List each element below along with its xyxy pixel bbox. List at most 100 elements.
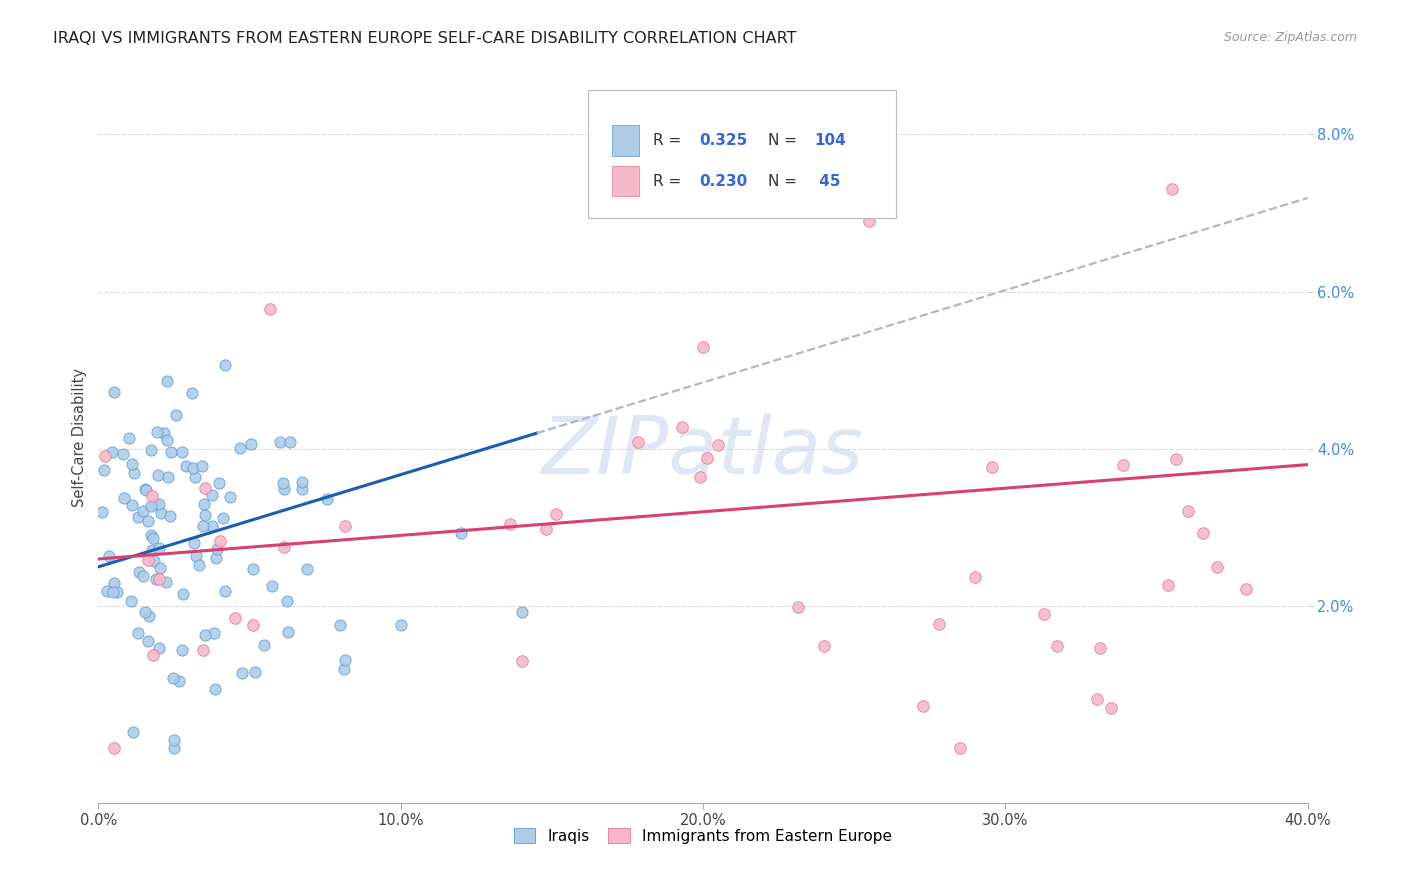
Point — [112, 447, 135, 461]
Point — [159, 508, 181, 523]
Point — [127, 510, 149, 524]
Point — [329, 617, 352, 632]
Point — [188, 558, 211, 573]
Point — [209, 534, 232, 549]
Point — [231, 666, 253, 681]
Point — [627, 435, 650, 450]
Point — [291, 475, 314, 489]
Point — [193, 642, 215, 657]
Point — [153, 425, 176, 440]
Point — [105, 585, 128, 599]
Point — [134, 482, 156, 496]
Point — [148, 497, 170, 511]
Point — [706, 438, 728, 452]
Point — [136, 514, 159, 528]
Text: R =: R = — [654, 174, 686, 188]
Point — [205, 542, 228, 557]
Point — [787, 600, 810, 615]
Point — [201, 518, 224, 533]
Point — [162, 671, 184, 685]
Point — [167, 674, 190, 689]
Point — [291, 483, 314, 497]
Point — [191, 458, 214, 473]
Point — [204, 681, 226, 696]
Point — [333, 653, 356, 667]
Point — [242, 618, 264, 632]
Point — [172, 587, 194, 601]
Point — [148, 641, 170, 656]
Point — [136, 634, 159, 648]
Point — [193, 497, 215, 511]
Point — [138, 608, 160, 623]
Point — [142, 648, 165, 662]
Point — [696, 450, 718, 465]
Point — [949, 740, 972, 755]
Point — [91, 505, 114, 519]
FancyBboxPatch shape — [613, 166, 638, 196]
Point — [181, 460, 204, 475]
Point — [101, 584, 124, 599]
Point — [1234, 582, 1257, 596]
Point — [1191, 526, 1213, 541]
Point — [1032, 607, 1054, 621]
Text: ZIPatlas: ZIPatlas — [541, 413, 865, 491]
Point — [911, 698, 934, 713]
Point — [499, 517, 522, 532]
Point — [224, 610, 246, 624]
Point — [148, 541, 170, 555]
Point — [121, 725, 143, 739]
Point — [253, 638, 276, 652]
Point — [184, 549, 207, 563]
Point — [172, 445, 194, 459]
Point — [333, 662, 356, 676]
Point — [183, 535, 205, 549]
Point — [1085, 692, 1108, 706]
Point — [243, 665, 266, 679]
Point — [181, 385, 204, 400]
Point — [124, 466, 146, 480]
Point — [271, 476, 294, 491]
Point — [1206, 559, 1229, 574]
Point — [813, 639, 835, 653]
Point — [260, 579, 283, 593]
Point — [103, 385, 125, 400]
Point — [297, 562, 319, 576]
Point — [150, 506, 173, 520]
Point — [273, 482, 295, 496]
Point — [278, 435, 301, 450]
Point — [201, 488, 224, 502]
Point — [1177, 504, 1199, 518]
Point — [134, 605, 156, 619]
Point — [963, 570, 986, 584]
Point — [146, 468, 169, 483]
Point — [163, 732, 186, 747]
Point — [194, 508, 217, 523]
Point — [389, 618, 412, 632]
Point — [689, 470, 711, 484]
Point — [212, 511, 235, 525]
Point — [174, 459, 197, 474]
Point — [112, 491, 135, 505]
Text: 0.325: 0.325 — [699, 133, 748, 148]
Point — [1099, 701, 1122, 715]
Text: Source: ZipAtlas.com: Source: ZipAtlas.com — [1223, 31, 1357, 45]
Text: 104: 104 — [814, 133, 846, 148]
Point — [97, 549, 120, 563]
Point — [127, 626, 149, 640]
Point — [141, 489, 163, 503]
Point — [1164, 452, 1187, 467]
Text: IRAQI VS IMMIGRANTS FROM EASTERN EUROPE SELF-CARE DISABILITY CORRELATION CHART: IRAQI VS IMMIGRANTS FROM EASTERN EUROPE … — [53, 31, 797, 46]
Point — [143, 554, 166, 568]
Point — [218, 490, 240, 504]
Point — [1046, 640, 1069, 654]
Point — [156, 374, 179, 388]
Point — [135, 483, 157, 497]
Point — [858, 214, 880, 228]
Point — [141, 542, 163, 557]
Point — [928, 616, 950, 631]
Point — [194, 628, 217, 642]
Point — [510, 605, 533, 619]
Point — [510, 654, 533, 668]
Point — [194, 481, 217, 495]
Point — [208, 476, 231, 491]
